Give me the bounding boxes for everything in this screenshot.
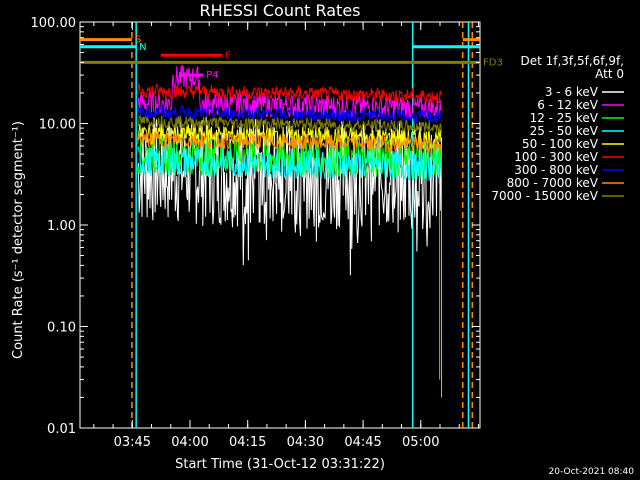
x-tick-label: 04:30 bbox=[287, 435, 324, 450]
legend-label-3: 25 - 50 keV bbox=[530, 124, 599, 138]
y-axis-label: Count Rate (s⁻¹ detector segment⁻¹) bbox=[11, 121, 26, 359]
legend-label-7: 800 - 7000 keV bbox=[507, 176, 599, 190]
y-tick-label: 10.00 bbox=[39, 118, 76, 133]
x-axis-label: Start Time (31-Oct-12 03:31:22) bbox=[175, 457, 385, 472]
y-tick-label: 0.10 bbox=[47, 321, 76, 336]
x-tick-label: 03:45 bbox=[114, 435, 151, 450]
x-tick-label: 04:00 bbox=[171, 435, 208, 450]
series-line-7 bbox=[137, 131, 442, 155]
y-tick-label: 1.00 bbox=[47, 219, 76, 234]
series-line-5 bbox=[137, 83, 442, 104]
flag-label-f: F bbox=[225, 50, 231, 61]
series-line-1 bbox=[137, 64, 442, 120]
legend-label-0: 3 - 6 keV bbox=[545, 85, 599, 99]
series-line-3 bbox=[137, 146, 442, 182]
legend-label-2: 12 - 25 keV bbox=[530, 111, 599, 125]
series-line-4 bbox=[137, 123, 442, 151]
chart-title: RHESSI Count Rates bbox=[200, 1, 361, 20]
x-tick-label: 05:00 bbox=[402, 435, 439, 450]
legend-label-6: 300 - 800 keV bbox=[514, 163, 598, 177]
legend-header-line-2: Att 0 bbox=[595, 67, 624, 81]
legend-label-8: 7000 - 15000 keV bbox=[491, 189, 598, 203]
legend-label-1: 6 - 12 keV bbox=[537, 98, 599, 112]
y-tick-label: 100.00 bbox=[31, 16, 77, 31]
series-line-8 bbox=[137, 114, 442, 133]
series-line-6 bbox=[137, 104, 442, 125]
legend-label-4: 50 - 100 keV bbox=[522, 137, 599, 151]
flag-label-s: S bbox=[135, 35, 141, 46]
flag-label-fd3: FD3 bbox=[483, 57, 503, 68]
x-tick-label: 04:15 bbox=[229, 435, 266, 450]
plot-frame bbox=[79, 21, 481, 429]
legend-label-5: 100 - 300 keV bbox=[514, 150, 598, 164]
flag-label-n: N bbox=[139, 42, 146, 53]
x-tick-label: 04:45 bbox=[344, 435, 381, 450]
timestamp: 20-Oct-2021 08:40 bbox=[549, 467, 635, 477]
legend-header-line-1: Det 1f,3f,5f,6f,9f, bbox=[520, 54, 624, 68]
flag-label-p4: P4 bbox=[206, 70, 218, 81]
y-tick-label: 0.01 bbox=[47, 422, 76, 437]
